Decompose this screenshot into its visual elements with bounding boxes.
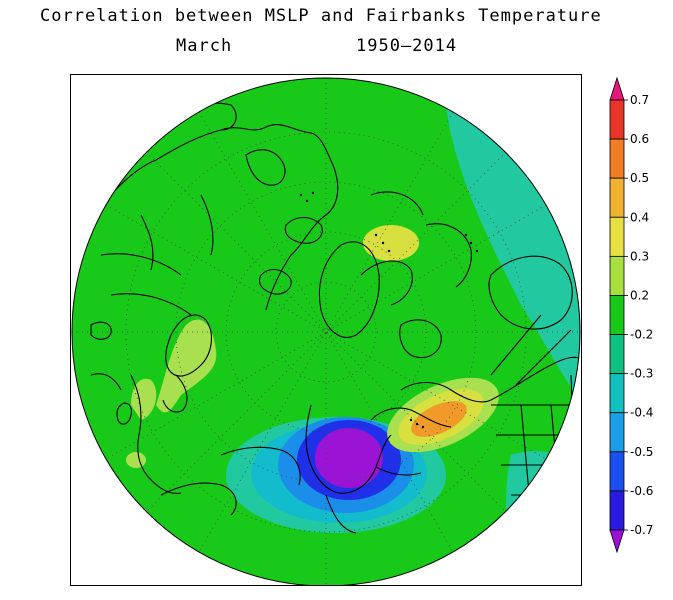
- colorbar-label: 0.7: [630, 93, 649, 107]
- colorbar-box: [609, 99, 625, 140]
- colorbar-label: 0.2: [630, 288, 649, 302]
- field-teal-lower-right: [501, 451, 580, 585]
- map-boundary: [71, 77, 581, 585]
- map-subtitle-month: March: [176, 36, 233, 56]
- colorbar-label: 0.5: [630, 171, 649, 185]
- colorbar-label: 0.4: [630, 210, 649, 224]
- colorbar-box: [609, 138, 625, 179]
- colorbar-label: -0.7: [630, 523, 653, 537]
- colorbar-top-triangle: [609, 76, 625, 101]
- colorbar-box: [609, 412, 625, 453]
- island-dots: [299, 191, 479, 429]
- polar-map-panel: [70, 74, 582, 586]
- colorbar-box: [609, 373, 625, 414]
- field-yellowgreen-sw: [126, 452, 146, 468]
- colorbar-box: [609, 490, 625, 531]
- colorbar-label: -0.6: [630, 484, 653, 498]
- colorbar-bottom-triangle: [609, 529, 625, 554]
- colorbar-box: [609, 295, 625, 335]
- colorbar-label: 0.3: [630, 249, 649, 263]
- field-yellowgreen-west: [156, 319, 217, 413]
- colorbar-box: [609, 177, 625, 218]
- colorbar-label: -0.4: [630, 406, 653, 420]
- map-title: Correlation between MSLP and Fairbanks T…: [40, 6, 602, 26]
- colorbar-box: [609, 255, 625, 296]
- colorbar-box: [609, 451, 625, 492]
- map-subtitle-years: 1950–2014: [356, 36, 458, 56]
- colorbar-label: -0.2: [630, 328, 653, 342]
- correlation-map: [71, 77, 581, 585]
- color-legend: 0.7 0.6 0.5 0.4 0.3 0.2 -0.2 -0.3 -0.4 -0.5 -0.6 -0…: [609, 76, 653, 554]
- field-yellow-north: [363, 225, 419, 261]
- graticule: [72, 78, 580, 585]
- colorbar-label: -0.5: [630, 445, 653, 459]
- colorbar-box: [609, 334, 625, 375]
- field-purple-south: [315, 428, 383, 488]
- colorbar-box: [609, 216, 625, 257]
- field-orange-east: [411, 401, 467, 437]
- colorbar-label: -0.3: [630, 367, 653, 381]
- colorbar-label: 0.6: [630, 132, 649, 146]
